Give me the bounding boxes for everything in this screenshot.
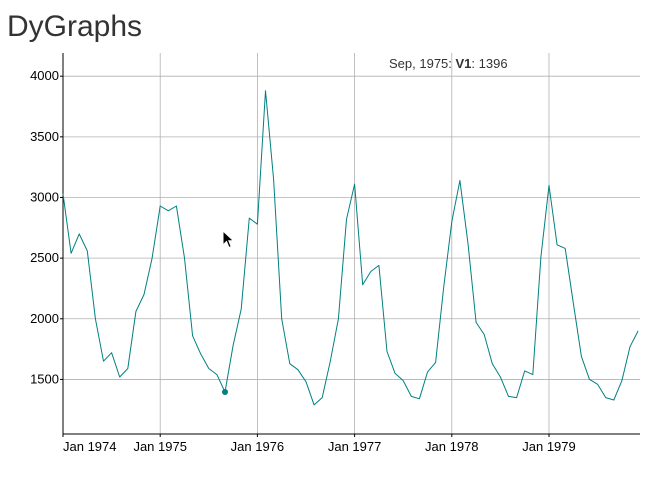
legend-value: 1396 <box>478 56 508 71</box>
highlight-points <box>222 389 228 396</box>
chart-title: DyGraphs <box>7 10 143 43</box>
x-tick-label: Jan 1975 <box>133 439 187 454</box>
series-line-V1[interactable] <box>62 90 639 406</box>
y-tick-label-3500: 3500 <box>30 129 59 144</box>
hover-legend: Sep, 1975: V1: 1396 <box>389 56 508 71</box>
legend-date: Sep, 1975 <box>389 56 449 71</box>
y-tick-label-1500: 1500 <box>30 371 59 386</box>
y-axis-tick-labels: 1500 2000 2500 3000 3500 4000 <box>30 68 59 386</box>
axes <box>60 53 640 437</box>
legend-series-name: V1 <box>455 56 472 71</box>
grid-lines <box>63 53 640 434</box>
highlight-point <box>222 389 228 396</box>
y-tick-label-2000: 2000 <box>30 311 59 326</box>
x-tick-label: Jan 1978 <box>425 439 479 454</box>
y-tick-label-4000: 4000 <box>30 68 59 83</box>
x-tick-label: Jan 1976 <box>231 439 285 454</box>
y-tick-label-3000: 3000 <box>30 189 59 204</box>
legend-sep: : <box>448 56 452 71</box>
x-tick-label: Jan 1979 <box>522 439 576 454</box>
series-lines <box>62 90 639 406</box>
mouse-cursor-icon <box>222 230 235 249</box>
x-tick-label: Jan 1977 <box>328 439 382 454</box>
y-tick-label-2500: 2500 <box>30 250 59 265</box>
legend-colon: : <box>471 56 479 71</box>
x-axis-tick-labels: Jan 1974 Jan 1975 Jan 1976 Jan 1977 Jan 1978… <box>63 439 576 454</box>
x-tick-label: Jan 1974 <box>63 439 117 454</box>
